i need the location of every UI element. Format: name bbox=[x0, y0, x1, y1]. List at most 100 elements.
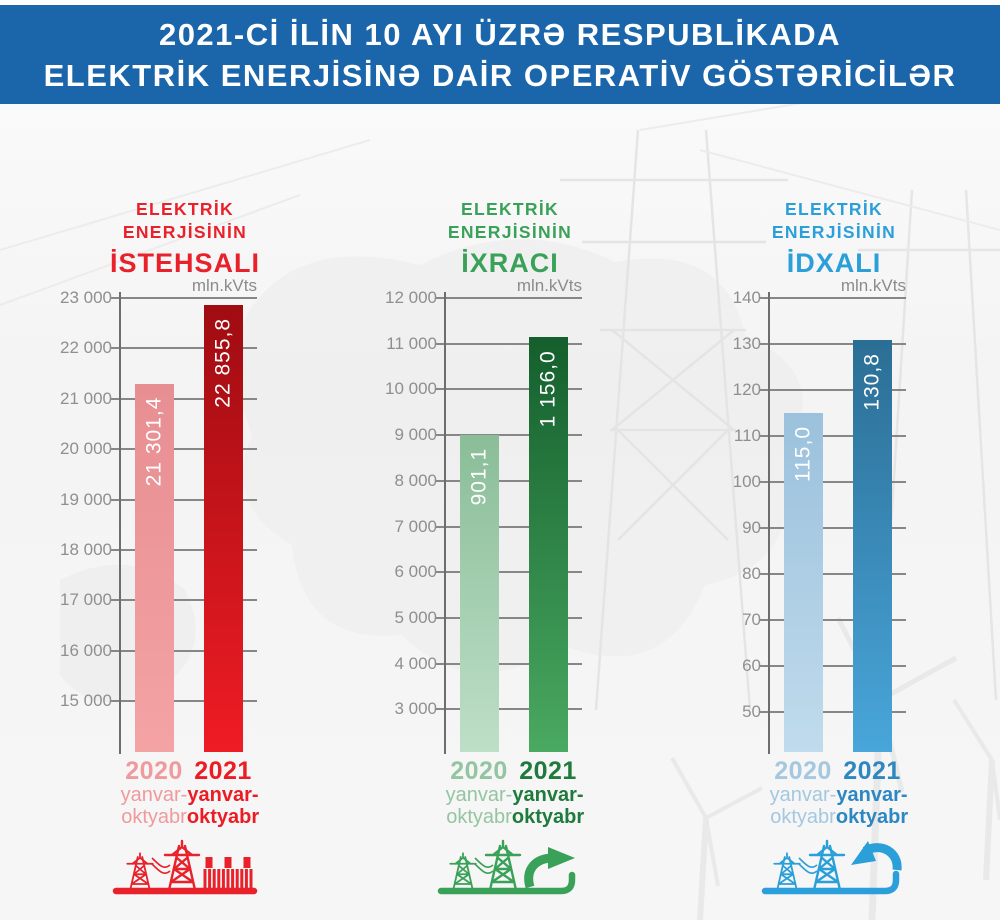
tick-label: 70 bbox=[742, 610, 761, 629]
legend-period: oktyabr bbox=[835, 805, 909, 828]
tick-label: 5 000 bbox=[394, 607, 437, 627]
tick-label: 130 bbox=[732, 334, 761, 353]
tick-label: 8 000 bbox=[394, 470, 437, 490]
bar-value-label: 130,8 bbox=[860, 353, 884, 411]
gridline bbox=[110, 549, 257, 551]
gridline bbox=[435, 434, 582, 437]
tick-label: 18 000 bbox=[60, 540, 112, 559]
legend: 2020 yanvar- oktyabr 2021 yanvar- oktyab… bbox=[355, 758, 665, 842]
legend-year: 2021 bbox=[194, 757, 252, 785]
chart-title-line: ENERJİSİNİN bbox=[122, 222, 248, 242]
chart-export: ELEKTRİK ENERJİSİNİN İXRACI mln.kVts 901… bbox=[355, 188, 665, 920]
legend-year: 2021 bbox=[843, 757, 901, 785]
plot-area: 21 301,4 22 855,8 23 000 22 000 21 000 20 0… bbox=[30, 188, 340, 920]
tick-label: 10 000 bbox=[385, 379, 437, 399]
bar-2021: 22 855,8 bbox=[204, 305, 243, 752]
gridline bbox=[435, 297, 582, 299]
legend-2020: 2020 yanvar- oktyabr bbox=[106, 758, 202, 828]
legend-period: oktyabr bbox=[770, 805, 836, 828]
tick-label: 120 bbox=[732, 380, 761, 399]
legend-period: yanvar- bbox=[187, 784, 259, 806]
gridline bbox=[759, 711, 906, 713]
bar-value-label: 21 301,4 bbox=[142, 396, 166, 487]
chart-title-line: İXRACI bbox=[461, 248, 559, 278]
header-banner: 2021-Cİ İLİN 10 AYI ÜZRƏ RESPUBLİKADA EL… bbox=[0, 5, 1000, 104]
gridline bbox=[759, 665, 906, 667]
y-axis-line bbox=[444, 292, 447, 754]
tick-label: 21 000 bbox=[60, 388, 112, 408]
legend-year: 2020 bbox=[125, 757, 183, 785]
legend-year: 2021 bbox=[519, 757, 577, 785]
legend-period: yanvar- bbox=[512, 784, 584, 806]
tick-label: 6 000 bbox=[394, 562, 437, 582]
tick-label: 80 bbox=[742, 564, 761, 583]
legend-period: oktyabr bbox=[446, 805, 512, 828]
chart-production: ELEKTRİK ENERJİSİNİN İSTEHSALI mln.kVts … bbox=[30, 188, 340, 920]
gridline bbox=[759, 619, 906, 621]
plot-area: 115,0 130,8 140 130 120 110 100 90 80 70 60 50 bbox=[679, 188, 989, 920]
bar-2021: 1 156,0 bbox=[529, 336, 568, 752]
gridline bbox=[110, 599, 257, 602]
tick-label: 110 bbox=[733, 426, 761, 445]
tick-label: 16 000 bbox=[60, 640, 112, 660]
legend: 2020 yanvar- oktyabr 2021 yanvar- oktyab… bbox=[679, 758, 989, 842]
gridline bbox=[435, 616, 582, 619]
chart-title: ELEKTRİK ENERJİSİNİN İXRACI bbox=[355, 198, 665, 280]
gridline bbox=[110, 397, 257, 400]
gridline bbox=[110, 297, 257, 299]
legend-2020: 2020 yanvar- oktyabr bbox=[431, 758, 527, 828]
gridline bbox=[435, 708, 582, 711]
tick-label: 23 000 bbox=[60, 288, 112, 307]
tick-label: 17 000 bbox=[60, 590, 112, 610]
import-arrow-icon bbox=[761, 839, 902, 895]
gridline bbox=[110, 649, 257, 652]
gridline bbox=[759, 297, 906, 299]
bar-value-label: 1 156,0 bbox=[536, 349, 560, 427]
legend: 2020 yanvar- oktyabr 2021 yanvar- oktyab… bbox=[30, 758, 340, 842]
legend-2020: 2020 yanvar- oktyabr bbox=[755, 758, 851, 828]
bar-value-label: 22 855,8 bbox=[211, 318, 235, 409]
chart-title-line: İDXALI bbox=[786, 248, 882, 278]
gridline bbox=[435, 388, 582, 391]
legend-2021: 2021 yanvar- oktyabr bbox=[500, 758, 596, 828]
legend-year: 2020 bbox=[450, 757, 508, 785]
header-title-line1: 2021-Cİ İLİN 10 AYI ÜZRƏ RESPUBLİKADA bbox=[158, 16, 842, 52]
tick-label: 60 bbox=[742, 656, 761, 675]
gridline bbox=[435, 571, 582, 574]
tick-label: 3 000 bbox=[394, 699, 437, 719]
tick-label: 4 000 bbox=[394, 653, 437, 673]
gridline bbox=[759, 481, 906, 483]
tick-label: 11 000 bbox=[386, 333, 437, 353]
gridline bbox=[759, 343, 906, 345]
power-plant-icon bbox=[112, 839, 258, 895]
legend-period: yanvar- bbox=[769, 784, 837, 806]
chart-title-line: ELEKTRİK bbox=[461, 199, 559, 219]
y-axis-line bbox=[119, 292, 122, 754]
unit-label: mln.kVts bbox=[191, 276, 257, 295]
gridline bbox=[759, 527, 906, 529]
export-arrow-icon bbox=[437, 839, 576, 895]
chart-title: ELEKTRİK ENERJİSİNİN İSTEHSALI bbox=[30, 198, 340, 280]
chart-title-line: İSTEHSALI bbox=[109, 248, 260, 278]
header-title-line2: ELEKTRİK ENERJİSİNƏ DAİR OPERATİV GÖSTƏR… bbox=[43, 57, 957, 93]
tick-label: 22 000 bbox=[60, 338, 112, 358]
bar-2020: 901,1 bbox=[460, 434, 499, 752]
gridline bbox=[110, 347, 257, 350]
gridline bbox=[435, 479, 582, 482]
legend-year: 2020 bbox=[774, 757, 832, 785]
legend-period: oktyabr bbox=[511, 805, 585, 828]
bar-value-label: 901,1 bbox=[467, 447, 491, 506]
tick-label: 9 000 bbox=[394, 425, 437, 445]
gridline bbox=[759, 435, 906, 437]
tick-label: 7 000 bbox=[394, 516, 437, 536]
gridline bbox=[435, 662, 582, 665]
chart-title: ELEKTRİK ENERJİSİNİN İDXALI bbox=[679, 198, 989, 280]
bar-value-label: 115,0 bbox=[791, 426, 815, 482]
legend-2021: 2021 yanvar- oktyabr bbox=[824, 758, 920, 828]
legend-period: oktyabr bbox=[121, 805, 187, 828]
legend-period: yanvar- bbox=[120, 784, 188, 806]
bar-2021: 130,8 bbox=[853, 340, 892, 752]
tick-label: 100 bbox=[732, 472, 761, 491]
legend-period: yanvar- bbox=[836, 784, 908, 806]
